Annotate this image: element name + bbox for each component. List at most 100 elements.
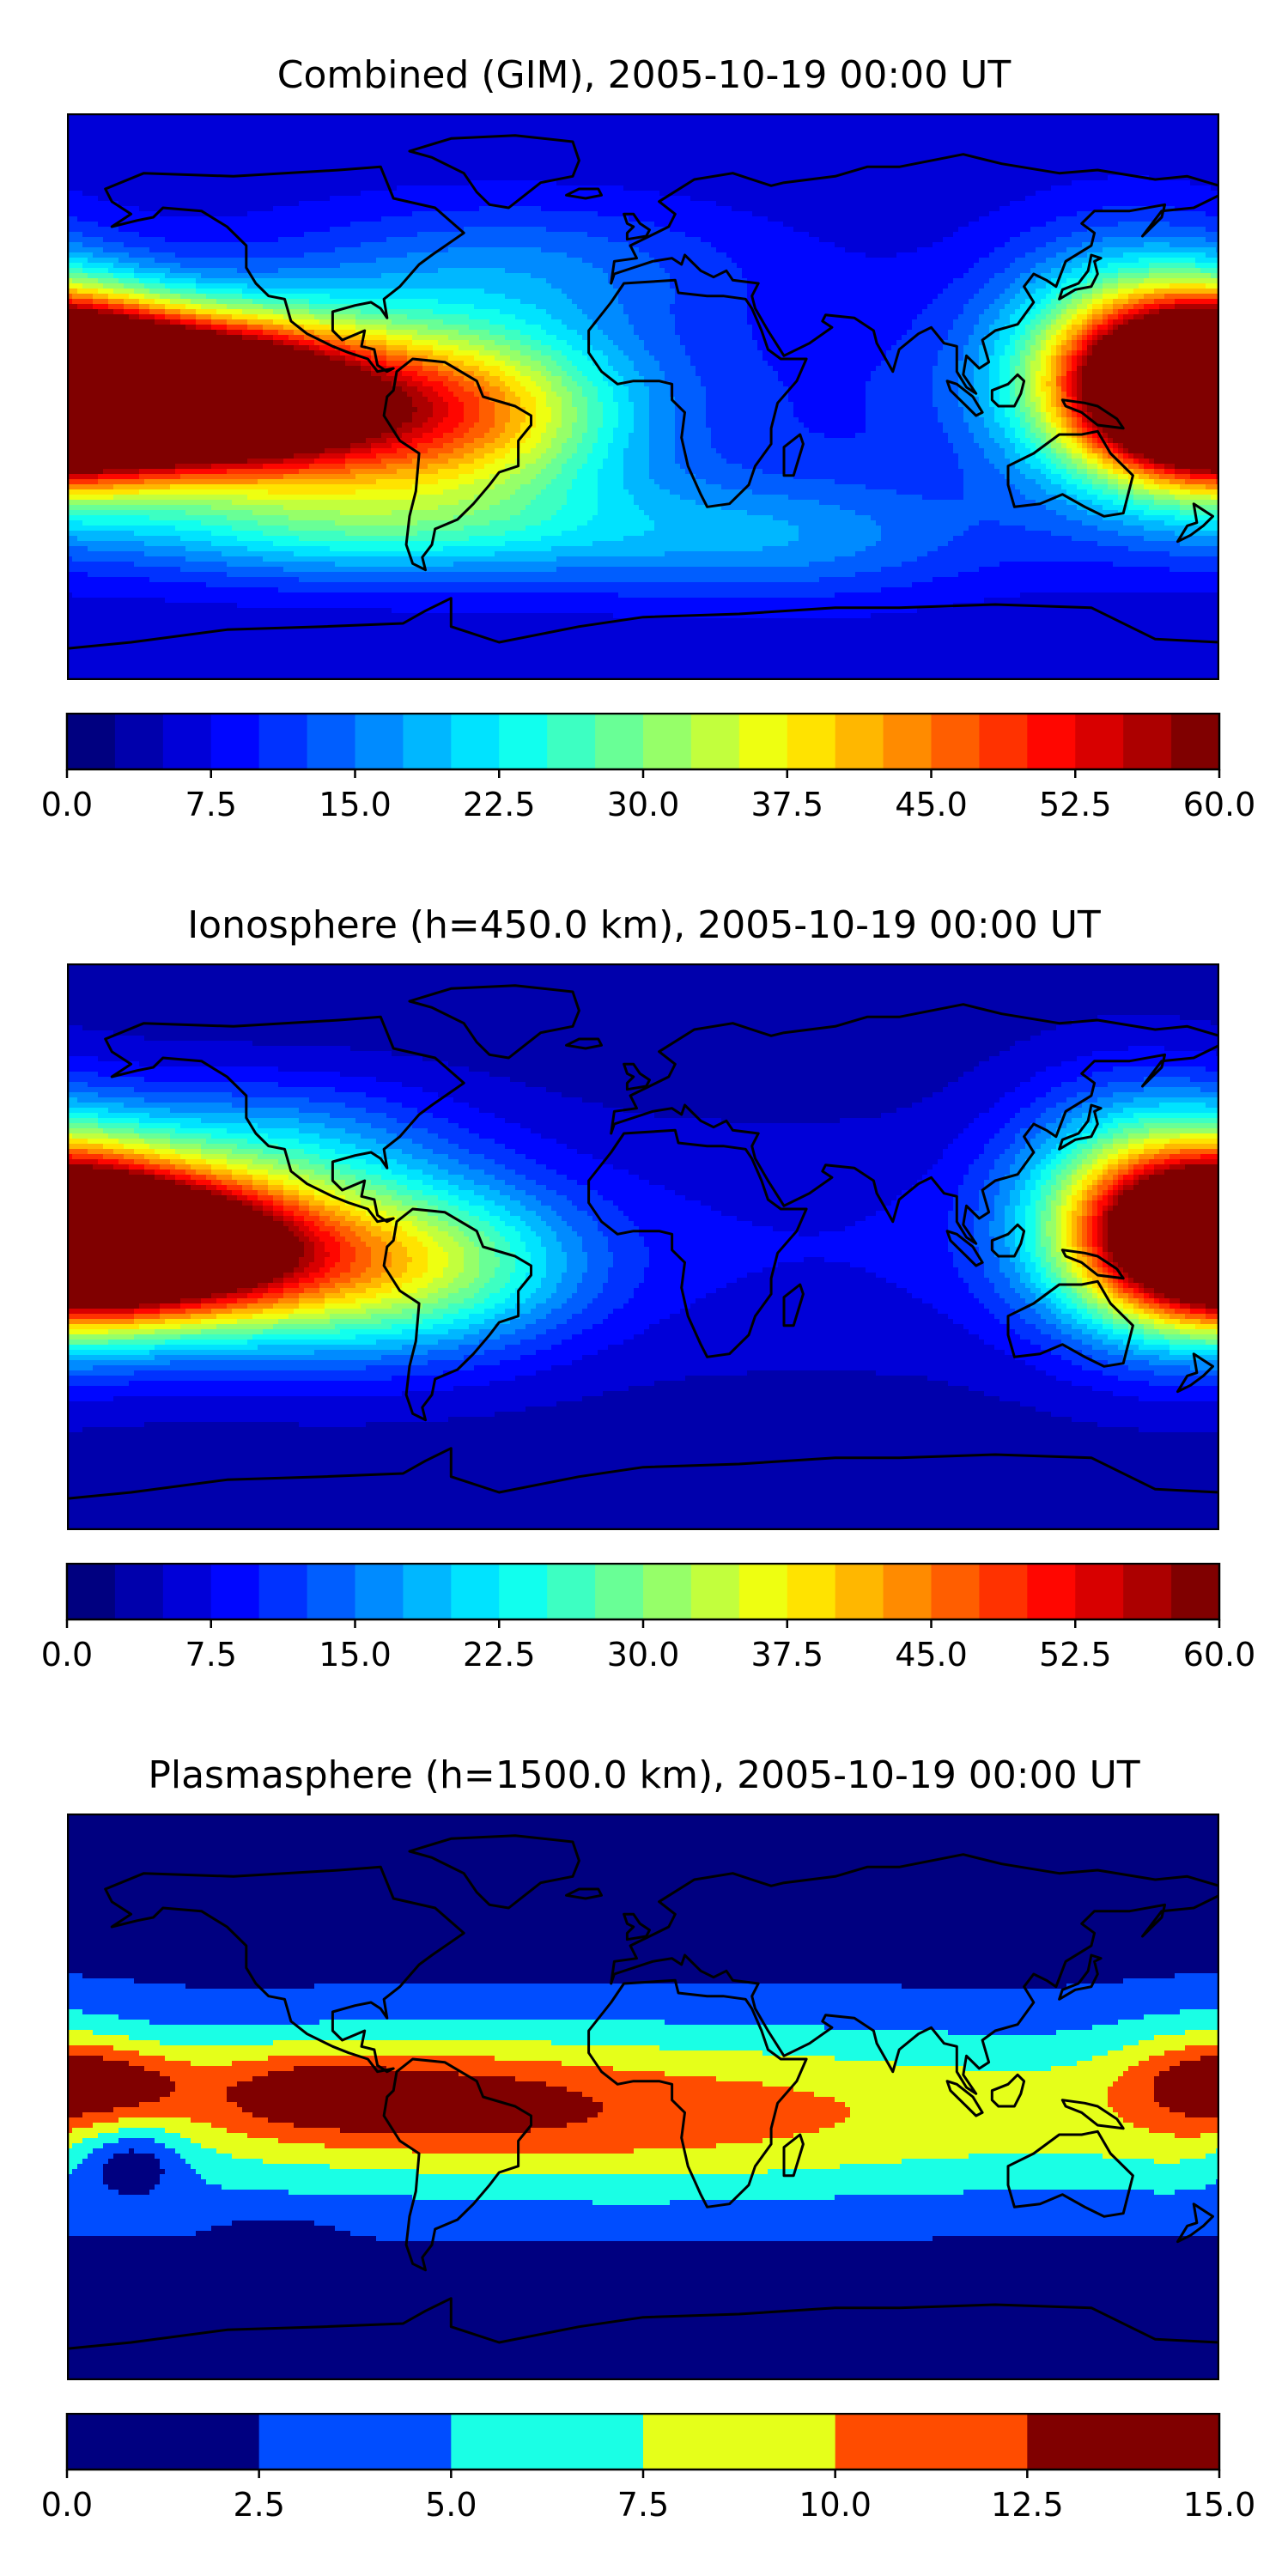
colorbar-tick-label: 15.0 <box>319 786 392 823</box>
australia-outline <box>1006 429 1134 518</box>
colorbar-tick-label: 30.0 <box>607 786 680 823</box>
australia-outline <box>1006 1279 1134 1368</box>
sumatra-outline <box>945 2080 984 2117</box>
colorbar-segment <box>835 1563 884 1619</box>
colorbar-segment <box>738 1563 788 1619</box>
heatmap-combined <box>67 113 1219 680</box>
colorbar-tick-label: 37.5 <box>750 786 823 823</box>
coastlines <box>67 134 1219 680</box>
heatmap-field <box>67 963 1219 1530</box>
antarctica-outline <box>67 1447 1219 1530</box>
antarctica-outline <box>67 597 1219 680</box>
coastlines <box>67 984 1219 1530</box>
colorbar-segment <box>258 713 308 769</box>
colorbar-tick-label: 60.0 <box>1183 1636 1254 1674</box>
borneo-outline <box>990 2073 1026 2108</box>
colorbar-tick-label: 22.5 <box>463 786 536 823</box>
colorbar-tick-label: 52.5 <box>1039 786 1112 823</box>
africa-outline <box>587 1978 808 2208</box>
colorbar-tick-label: 0.0 <box>41 2486 93 2524</box>
south-america-outline <box>382 357 532 572</box>
colorbar-segment <box>210 1563 260 1619</box>
eurasia-outline <box>610 1003 1219 1245</box>
colorbar-tick-label: 7.5 <box>185 786 237 823</box>
colorbar-segment <box>307 713 355 769</box>
colorbar-segment <box>1123 713 1172 769</box>
colorbar-segment <box>595 1563 644 1619</box>
colorbar-segment <box>355 713 404 769</box>
new-zealand-outline <box>1176 2202 1214 2244</box>
colorbar-segment <box>67 713 116 769</box>
chart-title-plasmasphere: Plasmasphere (h=1500.0 km), 2005-10-19 0… <box>148 1753 1140 1797</box>
colorbar-segment <box>210 713 260 769</box>
colorbar-tick-label: 30.0 <box>607 1636 680 1674</box>
colorbar-tick-label: 12.5 <box>991 2486 1064 2524</box>
colorbar-tick-label: 7.5 <box>617 2486 669 2524</box>
colorbar-tick-label: 15.0 <box>1183 2486 1254 2524</box>
iceland-outline <box>565 187 603 200</box>
colorbar-tick-label: 22.5 <box>463 1636 536 1674</box>
colorbar-segment <box>451 1563 500 1619</box>
colorbar-segment <box>979 713 1028 769</box>
madagascar-outline <box>782 2133 805 2178</box>
colorbar-tick-label: 52.5 <box>1039 1636 1112 1674</box>
madagascar-outline <box>782 1283 805 1327</box>
map-frame <box>67 113 1219 680</box>
uk-outline <box>623 1912 651 1941</box>
colorbar-segment <box>643 2413 836 2470</box>
japan-outline <box>1058 1953 1103 2001</box>
colorbar-segment <box>1171 1563 1220 1619</box>
new-guinea-outline <box>1060 2099 1125 2130</box>
borneo-outline <box>990 1223 1026 1258</box>
colorbar-tick-label: 7.5 <box>185 1636 237 1674</box>
colorbar-segment <box>979 1563 1028 1619</box>
colorbar-segment <box>451 713 500 769</box>
japan-outline <box>1058 1103 1103 1151</box>
colorbar-segment <box>162 713 212 769</box>
colorbar-tick-label: 37.5 <box>750 1636 823 1674</box>
new-guinea-outline <box>1060 1249 1125 1280</box>
madagascar-outline <box>782 433 805 477</box>
iceland-outline <box>565 1887 603 1900</box>
colorbar-segment <box>835 713 884 769</box>
colorbar-segment <box>835 2413 1028 2470</box>
colorbar-tick-label: 60.0 <box>1183 786 1254 823</box>
colorbar-tick-label: 0.0 <box>41 1636 93 1674</box>
new-guinea-outline <box>1060 398 1125 430</box>
colorbar-segment <box>547 1563 596 1619</box>
colorbar-segment <box>547 713 596 769</box>
colorbar-combined: 0.0 7.5 15.0 22.5 30.0 37.5 45.0 52.5 60.0 <box>41 713 1254 823</box>
colorbar-segment <box>67 2413 260 2470</box>
colorbar-tick-label: 45.0 <box>895 1636 968 1674</box>
iceland-outline <box>565 1037 603 1050</box>
colorbar-segment <box>114 1563 164 1619</box>
antarctica-outline <box>67 2297 1219 2380</box>
uk-outline <box>623 212 651 241</box>
colorbar-tick-label: 45.0 <box>895 786 968 823</box>
heatmap-field <box>67 1814 1219 2380</box>
colorbar-segment <box>162 1563 212 1619</box>
colorbar-segment <box>114 713 164 769</box>
colorbar-segment <box>595 713 644 769</box>
colorbar-segment <box>1075 713 1124 769</box>
eurasia-outline <box>610 153 1219 395</box>
colorbar-segment <box>931 713 980 769</box>
colorbar-segment <box>643 713 692 769</box>
colorbar-segment <box>1027 2413 1220 2470</box>
colorbar-segment <box>451 2413 644 2470</box>
colorbar-segment <box>307 1563 355 1619</box>
map-frame <box>67 1814 1219 2380</box>
borneo-outline <box>990 373 1026 408</box>
colorbar-segment <box>787 713 836 769</box>
colorbar-segment <box>67 1563 116 1619</box>
japan-outline <box>1058 253 1103 301</box>
sumatra-outline <box>945 380 984 417</box>
north-america-outline <box>104 1865 465 2074</box>
colorbar-segment <box>883 1563 932 1619</box>
map-frame <box>67 963 1219 1530</box>
colorbar-segment <box>738 713 788 769</box>
colorbar-segment <box>258 2413 452 2470</box>
colorbar-segment <box>1027 713 1076 769</box>
sumatra-outline <box>945 1230 984 1267</box>
north-america-outline <box>104 1015 465 1224</box>
